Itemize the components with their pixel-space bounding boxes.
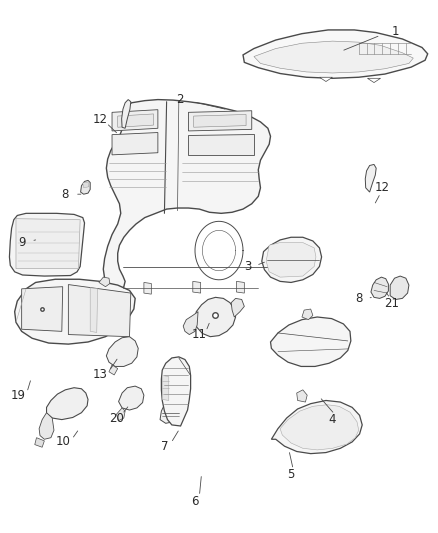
Polygon shape [112,133,158,155]
Polygon shape [16,219,80,269]
Polygon shape [10,213,85,276]
Polygon shape [119,386,144,410]
Text: 5: 5 [287,468,295,481]
Polygon shape [162,375,169,400]
Polygon shape [46,387,88,419]
Polygon shape [117,408,125,421]
Polygon shape [272,400,362,454]
Polygon shape [371,277,389,298]
Polygon shape [90,288,98,333]
Text: 2: 2 [176,93,184,106]
Polygon shape [144,282,151,294]
Polygon shape [271,317,351,367]
Polygon shape [188,134,254,155]
Polygon shape [262,237,321,282]
Text: 8: 8 [62,188,69,201]
Text: 20: 20 [109,411,124,424]
Polygon shape [81,180,90,194]
Polygon shape [161,357,191,426]
Polygon shape [21,287,63,332]
Polygon shape [109,365,118,375]
Polygon shape [193,281,201,293]
Polygon shape [243,30,427,78]
Text: 12: 12 [93,114,108,126]
Polygon shape [103,100,271,292]
Polygon shape [194,297,236,337]
Text: 19: 19 [11,389,26,402]
Polygon shape [302,309,313,320]
Polygon shape [231,298,244,317]
Text: 8: 8 [355,292,362,305]
Text: 1: 1 [392,25,399,38]
Polygon shape [194,115,246,127]
Text: 3: 3 [244,260,251,273]
Polygon shape [112,110,158,131]
Polygon shape [160,399,180,423]
Polygon shape [297,390,307,402]
Text: 4: 4 [329,413,336,425]
Text: 12: 12 [375,181,390,194]
Text: 10: 10 [56,435,71,448]
Polygon shape [35,438,44,447]
Polygon shape [266,243,316,277]
Text: 21: 21 [384,297,399,310]
Polygon shape [188,111,252,131]
Text: 13: 13 [93,368,108,381]
Text: 7: 7 [161,440,168,453]
Text: 9: 9 [18,236,25,249]
Polygon shape [254,41,413,73]
Polygon shape [68,285,131,337]
Polygon shape [280,405,359,450]
Polygon shape [183,312,198,335]
Polygon shape [390,276,409,300]
Polygon shape [14,279,135,344]
Polygon shape [39,413,54,439]
Polygon shape [83,182,89,188]
Polygon shape [118,114,153,127]
Polygon shape [99,277,110,287]
Polygon shape [319,77,332,82]
Polygon shape [365,165,376,192]
Text: 11: 11 [192,328,207,341]
Polygon shape [106,337,138,367]
Text: 6: 6 [191,495,199,508]
Polygon shape [237,281,244,293]
Polygon shape [122,100,131,128]
Polygon shape [367,78,381,83]
